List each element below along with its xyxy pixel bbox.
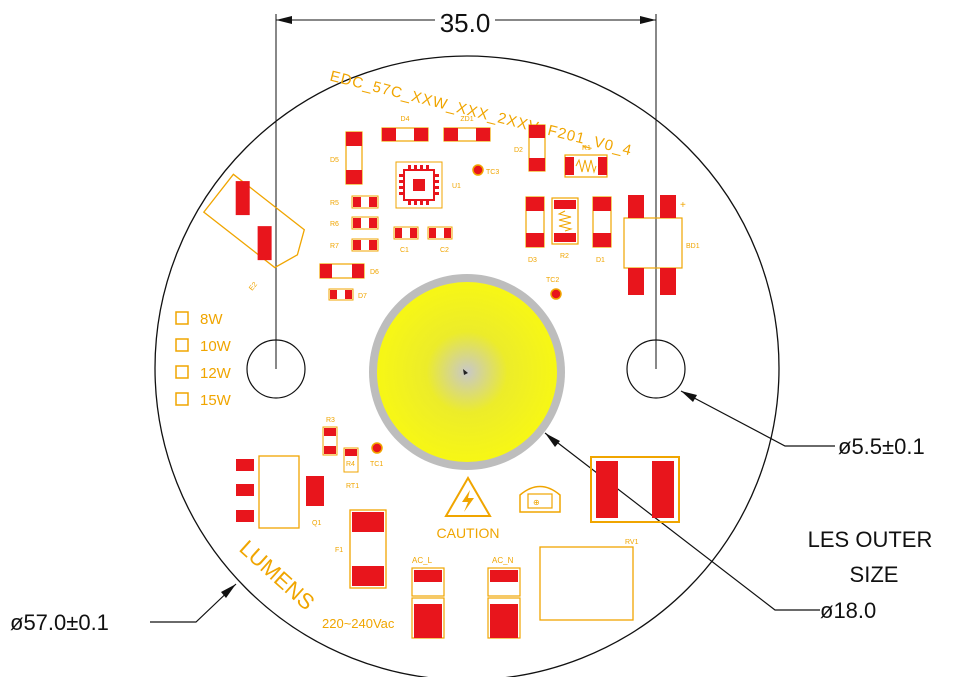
svg-text:AC_L: AC_L: [412, 556, 433, 565]
comp-r5: R5: [330, 195, 379, 209]
svg-text:R7: R7: [330, 243, 339, 250]
comp-r6: R6: [330, 216, 379, 230]
comp-d5: D5: [330, 131, 363, 185]
comp-ac-l: AC_L: [411, 556, 445, 639]
svg-text:R1: R1: [582, 145, 591, 152]
dimension-les: ø18.0 LES OUTER SIZE: [544, 432, 933, 623]
wattage-option-4: 15W: [200, 392, 232, 409]
comp-tc1: TC1: [370, 442, 383, 468]
comp-big-cap: [590, 456, 680, 523]
comp-d1: D1: [592, 196, 612, 264]
comp-r3: R3: [322, 417, 338, 456]
svg-text:D7: D7: [358, 293, 367, 300]
les-diameter-label: ø18.0: [820, 598, 876, 623]
cert-mark: ⊕: [519, 485, 561, 513]
voltage-text: 220~240Vac: [322, 616, 395, 631]
svg-text:Q1: Q1: [312, 520, 321, 527]
comp-d2: D2: [514, 124, 546, 172]
svg-text:RT1: RT1: [346, 483, 359, 490]
svg-text:BD1: BD1: [686, 243, 700, 250]
svg-text:R2: R2: [560, 253, 569, 260]
comp-d6: D6: [319, 263, 379, 279]
comp-ac-n: AC_N: [487, 556, 521, 639]
wattage-option-2: 10W: [200, 338, 232, 355]
comp-c2: C2: [427, 226, 453, 254]
caution-symbol: CAUTION: [437, 476, 500, 541]
comp-r2: R2: [551, 197, 579, 260]
comp-e2: [202, 173, 306, 269]
width-label: 35.0: [440, 8, 491, 38]
svg-text:D4: D4: [401, 116, 410, 123]
comp-bd1: BD1 +: [623, 195, 700, 295]
comp-tc3: TC3: [472, 164, 499, 176]
wattage-option-3: 12W: [200, 365, 232, 382]
svg-text:RV1: RV1: [625, 539, 639, 546]
svg-text:R3: R3: [326, 417, 335, 424]
svg-text:TC2: TC2: [546, 277, 559, 284]
svg-text:D5: D5: [330, 157, 339, 164]
les-caption-line2: SIZE: [850, 562, 899, 587]
comp-e2-label: E2: [248, 281, 259, 292]
comp-u1: U1: [395, 161, 461, 209]
svg-text:+: +: [680, 200, 686, 211]
comp-zd1: ZD1: [443, 116, 491, 142]
svg-text:TC3: TC3: [486, 169, 499, 176]
svg-text:R6: R6: [330, 221, 339, 228]
dimension-outer: ø57.0±0.1: [10, 583, 237, 635]
comp-tc2: TC2: [546, 277, 562, 300]
wattage-options: 8W 10W 12W 15W: [175, 311, 232, 409]
comp-f1: F1: [335, 509, 387, 589]
hole-diameter-label: ø5.5±0.1: [838, 434, 925, 459]
svg-text:ZD1: ZD1: [460, 116, 473, 123]
comp-d7: D7: [328, 288, 367, 301]
svg-text:D6: D6: [370, 269, 379, 276]
dimension-hole: ø5.5±0.1: [680, 390, 925, 459]
svg-text:⊕: ⊕: [533, 498, 540, 507]
svg-text:D3: D3: [528, 257, 537, 264]
les-center-mark: [463, 369, 468, 375]
svg-text:AC_N: AC_N: [492, 556, 514, 565]
comp-r1: R1: [564, 145, 608, 178]
svg-text:F1: F1: [335, 547, 343, 554]
comp-r7: R7: [330, 238, 379, 252]
svg-text:R5: R5: [330, 200, 339, 207]
les-caption-line1: LES OUTER: [808, 527, 933, 552]
comp-rv1: RV1: [539, 539, 639, 621]
svg-text:C2: C2: [440, 247, 449, 254]
svg-text:D2: D2: [514, 147, 523, 154]
svg-text:D1: D1: [596, 257, 605, 264]
comp-d3: D3: [525, 196, 545, 264]
dimension-width: 35.0: [275, 8, 657, 369]
wattage-option-1: 8W: [200, 311, 223, 328]
caution-label: CAUTION: [437, 525, 500, 541]
svg-text:C1: C1: [400, 247, 409, 254]
comp-c1: C1: [393, 226, 419, 254]
les-core: [377, 282, 557, 462]
svg-text:R4: R4: [346, 461, 355, 468]
svg-text:U1: U1: [452, 183, 461, 190]
comp-q1: Q1: [236, 455, 324, 529]
comp-r4: R4: [343, 447, 359, 473]
outer-diameter-label: ø57.0±0.1: [10, 610, 109, 635]
comp-rt1: RT1: [346, 483, 359, 490]
comp-d4: D4: [381, 116, 429, 142]
svg-text:TC1: TC1: [370, 461, 383, 468]
